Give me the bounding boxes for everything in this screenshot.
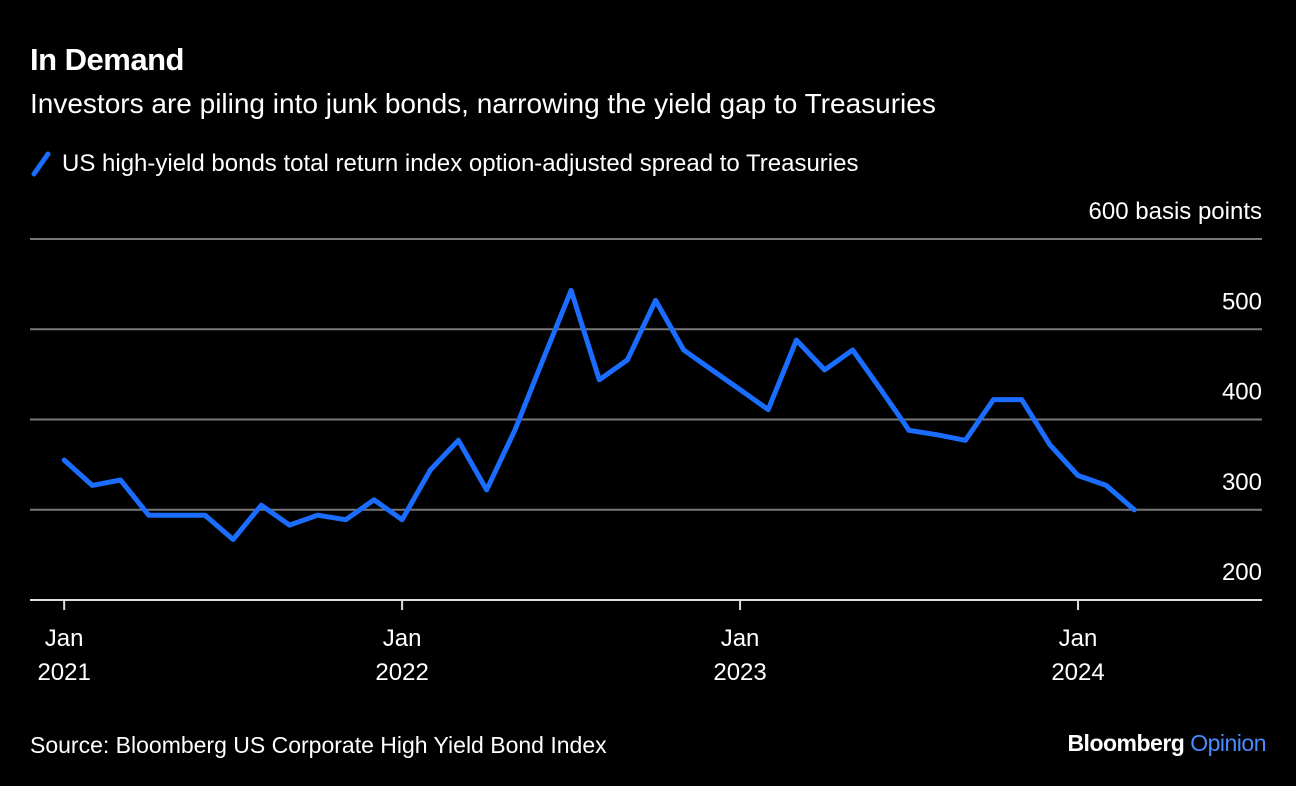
brand-name: Bloomberg [1067,730,1185,756]
legend-label: US high-yield bonds total return index o… [62,150,859,177]
source: Source: Bloomberg US Corporate High Yiel… [30,732,607,758]
brand: Bloomberg Opinion [1067,730,1266,757]
legend-icon [31,151,51,177]
y-tick-label: 300 [1222,469,1262,496]
x-tick-label: Jan 2022 [375,625,429,686]
x-tick-label: Jan 2021 [37,625,91,686]
x-tick-label: Jan 2024 [1051,625,1105,686]
legend: US high-yield bonds total return index o… [30,150,858,178]
data-line [61,287,1137,542]
y-tick-label: 200 [1222,559,1262,586]
brand-section: Opinion [1190,730,1266,756]
y-tick-label: 400 [1222,379,1262,406]
y-tick-label: 500 [1222,288,1262,315]
chart-subtitle: Investors are piling into junk bonds, na… [30,88,936,119]
chart-title: In Demand [30,42,184,77]
x-tick-label: Jan 2023 [713,625,767,686]
y-tick-label: 600 basis points [1089,198,1262,225]
